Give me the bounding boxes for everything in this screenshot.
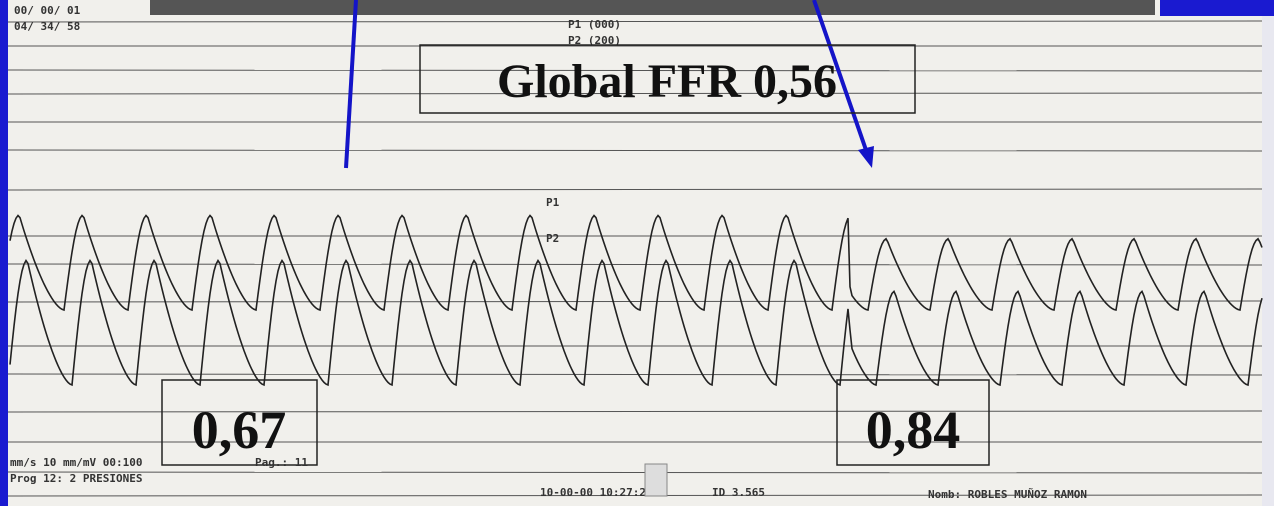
ffr-value: 0,84 [866,400,961,460]
footer-text: Nomb: ROBLES MUÑOZ RAMON [928,488,1087,501]
right-edge [1262,16,1274,506]
footer-text: Pag.: 11 [255,456,308,469]
ffr-value: 0,67 [192,400,287,460]
blue-corner [1160,0,1274,16]
tab [645,464,667,496]
footer-text: mm/s 10 mm/mV 00:100 [10,456,142,469]
channel: P1 (000) [568,18,621,31]
date: 00/ 00/ 01 [14,4,81,17]
footer-text: Prog 12: 2 PRESIONES [10,472,142,485]
date: 04/ 34/ 58 [14,20,80,33]
trace-label: P2 [546,232,559,245]
dark-strip [150,0,1155,15]
footer-text: 10-00-00 10:27:2 [540,486,646,499]
global-ffr: Global FFR 0,56 [497,55,837,108]
trace-label: P1 [546,196,560,209]
slide: 00/ 00/ 01 04/ 34/ 58 P1 (000) P2 (200) … [0,0,1274,506]
footer-text: ID 3.565 [712,486,765,499]
